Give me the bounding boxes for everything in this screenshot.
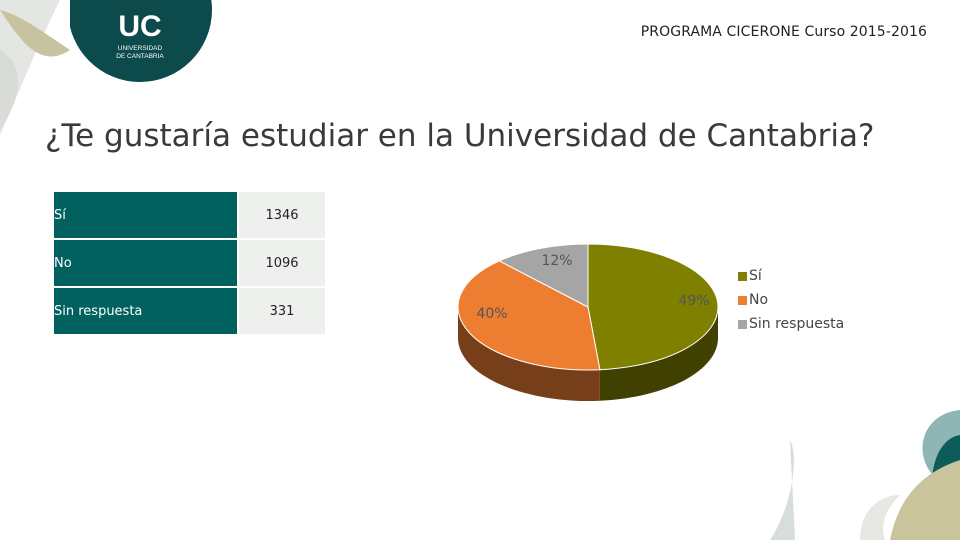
table-row: No 1096 <box>54 240 325 286</box>
pie-slice-sin-respuesta <box>498 243 589 308</box>
slide-title: ¿Te gustaría estudiar en la Universidad … <box>45 118 875 154</box>
legend-label: Sí <box>749 268 762 284</box>
logo-line1: UNIVERSIDAD <box>118 45 163 52</box>
chart-legend: Sí No Sin respuesta <box>738 264 844 336</box>
pie-percent-label: 40% <box>476 306 507 322</box>
pie-slice-no <box>457 260 601 371</box>
pie-side-wall <box>599 307 718 401</box>
legend-item: Sí <box>738 264 844 288</box>
legend-item: Sin respuesta <box>738 312 844 336</box>
pie-percent-label: 12% <box>541 253 572 269</box>
pie-slice-si <box>587 243 719 371</box>
row-label: No <box>54 240 237 286</box>
legend-swatch <box>738 271 747 281</box>
legend-label: No <box>749 292 769 308</box>
logo-initials: UC <box>118 10 161 43</box>
table-row: Sin respuesta 331 <box>54 288 325 334</box>
top-left-decoration <box>0 0 70 135</box>
row-label: Sin respuesta <box>54 288 237 334</box>
pie-percent-label: 49% <box>678 293 709 309</box>
legend-label: Sin respuesta <box>749 316 845 332</box>
program-header: PROGRAMA CICERONE Curso 2015-2016 <box>640 24 927 40</box>
legend-swatch <box>738 295 747 305</box>
table-row: Sí 1346 <box>54 192 325 238</box>
row-value: 331 <box>239 288 325 334</box>
legend-item: No <box>738 288 844 312</box>
bottom-right-decoration <box>770 410 960 540</box>
row-label: Sí <box>54 192 237 238</box>
logo-badge: UC UNIVERSIDAD DE CANTABRIA <box>70 0 212 82</box>
row-value: 1346 <box>239 192 325 238</box>
logo-line2: DE CANTABRIA <box>116 53 164 60</box>
results-table: Sí 1346 No 1096 Sin respuesta 331 <box>52 190 327 336</box>
row-value: 1096 <box>239 240 325 286</box>
pie-side-wall <box>458 307 600 402</box>
legend-swatch <box>738 319 747 329</box>
